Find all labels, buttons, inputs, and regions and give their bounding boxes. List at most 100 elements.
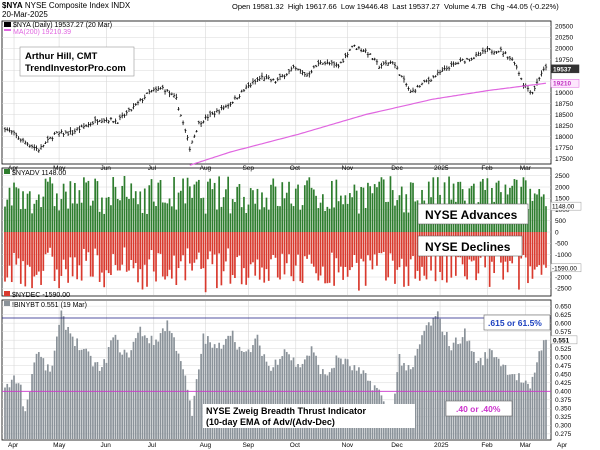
advances-bar [130,183,133,232]
declines-bar [418,232,421,281]
breadth-bar [207,336,209,439]
breadth-bar [4,387,6,439]
advances-bar [335,179,338,232]
symbol: $NYA [2,1,23,10]
declines-bar [13,232,15,253]
advances-bar [148,185,151,232]
advances-bar [67,208,69,232]
breadth-bar [143,335,146,439]
advances-bar [96,181,99,232]
breadth-x-tick-label: Apr [557,442,568,449]
breadth-bar [240,350,243,439]
advances-bar [267,209,270,232]
ma-legend-swatch [4,29,11,31]
advances-bar [288,181,290,232]
advances-bar [110,205,112,232]
advances-bar [529,188,532,232]
advdec-y-tick-label: 2000 [555,184,570,191]
declines-bar [522,232,525,255]
breadth-bar [46,364,49,439]
breadth-bar [468,340,471,439]
breadth-bar [263,354,266,439]
breadth-x-tick-label: May [53,442,66,449]
breadth-bar [229,335,232,439]
declines-bar [527,232,529,284]
declines-bar [157,232,160,254]
declines-bar [184,232,187,281]
declines-bar [317,232,320,281]
breadth-bar [249,352,252,439]
advances-bar [37,194,40,232]
declines-bar [252,232,254,263]
breadth-bar [191,415,193,439]
declines-bar [211,232,214,265]
breadth-bar [531,376,534,439]
breadth-y-tick-label: 0.300 [555,423,572,430]
advances-bar [123,175,126,232]
breadth-bar [227,335,230,439]
advances-bar [186,177,189,232]
breadth-bar [403,363,405,439]
advances-bar [317,208,320,232]
advances-bar [297,184,299,232]
breadth-bar [198,369,200,439]
declines-bar [213,232,216,255]
breadth-bar [19,384,22,439]
declines-bar [40,232,42,285]
breadth-bar [150,335,153,439]
advances-bar [382,179,385,232]
declines-bar [161,232,164,277]
breadth-bar [110,340,112,439]
breadth-bar [285,351,288,439]
breadth-bar [344,358,347,439]
declines-bar [121,232,124,265]
advances-bar [254,203,257,232]
advances-bar [358,213,360,232]
breadth-bar [35,353,38,439]
declines-bar [222,232,225,272]
axis-layer: Apr Apr May May Jun Jun Jul Jul Aug Aug Sep Sep Oct O… [8,24,582,449]
breadth-bar [315,355,317,439]
declines-bar [216,232,218,289]
breadth-bar [134,338,137,439]
advances-bar [331,180,333,232]
declines-bar [369,232,372,261]
breadth-bar [342,364,344,439]
breadth-bar [157,341,160,439]
breadth-bar [78,350,81,439]
breadth-bar [132,341,135,439]
declines-bar [367,232,369,256]
breadth-bar [116,339,119,439]
advances-bar [243,196,245,232]
breadth-bar [15,383,18,439]
breadth-bar [252,345,254,439]
declines-bar [62,232,65,260]
declines-bar [270,232,272,260]
advances-bar [42,196,45,232]
declines-bar [351,232,353,268]
declines-bar [240,232,243,285]
breadth-bar [297,364,299,439]
advances-bar [364,207,367,232]
breadth-bar [195,379,198,439]
dec-legend-swatch [4,291,10,296]
declines-bar [231,232,234,276]
advances-bar [46,181,49,232]
breadth-bar [261,355,263,439]
advances-bar [394,205,396,232]
advances-bar [371,193,374,232]
breadth-bar [479,358,482,439]
declines-bar [159,232,162,254]
breadth-bar [202,333,205,439]
advances-bar [76,203,78,232]
price-x-tick-label: Jun [100,165,111,172]
breadth-bar [306,355,308,439]
advances-bar [112,177,115,232]
price-x-tick-label: Dec [391,165,403,172]
breadth-bar [533,372,536,439]
breadth-bar [495,357,498,439]
price-x-tick-label: May [53,165,66,172]
declines-bar [60,232,63,276]
declines-bar [26,232,29,265]
breadth-x-tick-label: Jun [100,442,111,449]
